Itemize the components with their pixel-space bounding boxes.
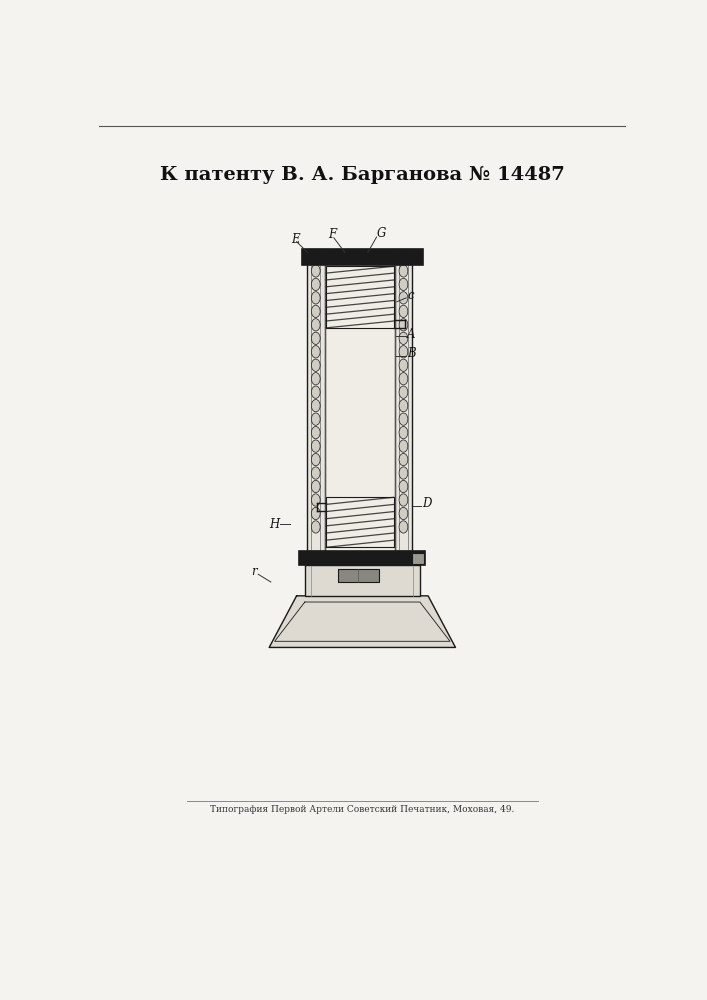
Bar <box>302 249 423 265</box>
Circle shape <box>399 480 408 493</box>
Text: B: B <box>407 347 416 360</box>
Circle shape <box>311 265 320 277</box>
Bar <box>305 565 420 596</box>
Bar <box>338 569 379 582</box>
Bar <box>307 249 325 255</box>
Circle shape <box>399 494 408 506</box>
Circle shape <box>399 265 408 277</box>
Circle shape <box>311 521 320 533</box>
Circle shape <box>399 413 408 425</box>
Bar <box>299 551 426 565</box>
Text: c: c <box>407 289 414 302</box>
Circle shape <box>311 359 320 371</box>
Circle shape <box>399 359 408 371</box>
Circle shape <box>399 507 408 520</box>
Text: G: G <box>377 227 387 240</box>
Circle shape <box>311 467 320 479</box>
Circle shape <box>311 278 320 291</box>
Circle shape <box>399 319 408 331</box>
Circle shape <box>399 467 408 479</box>
Bar <box>395 255 412 551</box>
Circle shape <box>311 453 320 466</box>
Circle shape <box>399 278 408 291</box>
Bar <box>395 249 412 255</box>
Bar <box>307 255 325 551</box>
Text: F: F <box>328 228 337 241</box>
Circle shape <box>311 319 320 331</box>
Circle shape <box>311 494 320 506</box>
Circle shape <box>311 400 320 412</box>
Text: A: A <box>407 328 416 341</box>
Text: E: E <box>292 233 300 246</box>
Circle shape <box>311 305 320 318</box>
Circle shape <box>399 292 408 304</box>
Text: D: D <box>423 497 432 510</box>
Text: Типография Первой Артели Советский Печатник, Моховая, 49.: Типография Первой Артели Советский Печат… <box>210 805 515 814</box>
Text: К патенту В. А. Барганова № 14487: К патенту В. А. Барганова № 14487 <box>160 166 565 184</box>
Circle shape <box>399 305 408 318</box>
Circle shape <box>311 386 320 398</box>
Bar <box>326 497 394 547</box>
Bar <box>412 553 424 564</box>
Circle shape <box>311 426 320 439</box>
Circle shape <box>311 332 320 344</box>
Circle shape <box>311 346 320 358</box>
Bar <box>326 266 394 328</box>
Circle shape <box>399 332 408 344</box>
Circle shape <box>399 521 408 533</box>
Circle shape <box>311 373 320 385</box>
Text: r: r <box>252 565 257 578</box>
Bar <box>325 265 395 551</box>
Circle shape <box>399 453 408 466</box>
Circle shape <box>399 426 408 439</box>
Circle shape <box>311 507 320 520</box>
Circle shape <box>311 292 320 304</box>
Circle shape <box>311 413 320 425</box>
Circle shape <box>399 400 408 412</box>
Circle shape <box>399 440 408 452</box>
Circle shape <box>399 373 408 385</box>
Polygon shape <box>269 596 455 647</box>
Circle shape <box>311 480 320 493</box>
Text: H: H <box>269 518 279 531</box>
Circle shape <box>399 386 408 398</box>
Circle shape <box>399 346 408 358</box>
Circle shape <box>311 440 320 452</box>
